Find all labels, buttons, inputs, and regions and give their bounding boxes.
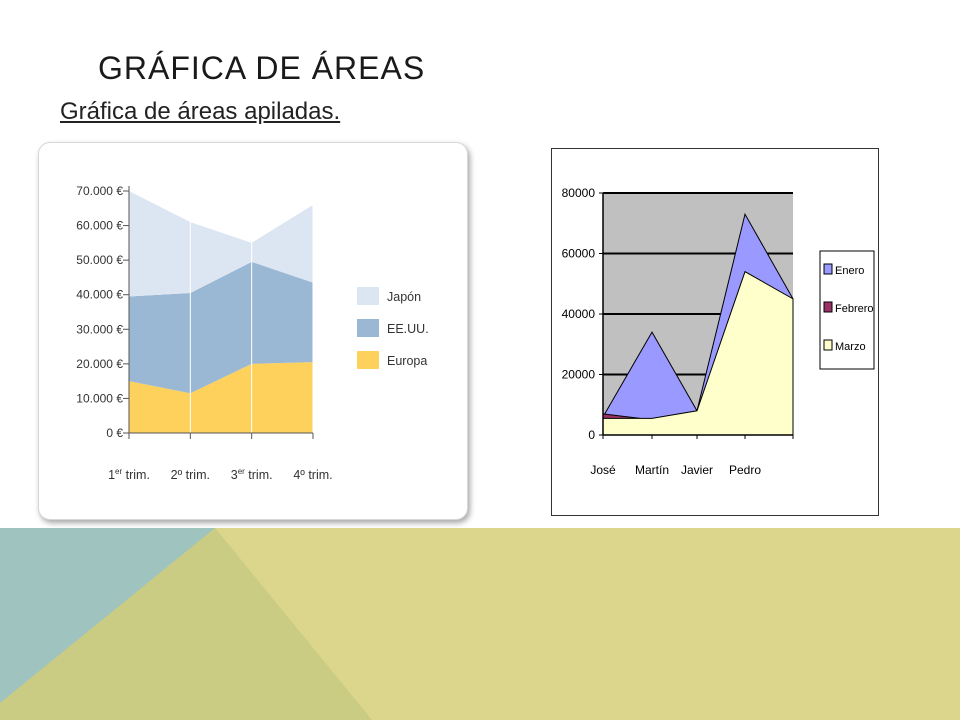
legend-label: Japón: [387, 290, 421, 304]
x-tick-label: Pedro: [729, 463, 761, 477]
y-tick-label: 0 €: [106, 426, 123, 440]
x-tick-label: 2º trim.: [171, 468, 210, 482]
legend-swatch: [357, 351, 379, 369]
area-series-europa: [129, 362, 313, 433]
legend-label: EE.UU.: [387, 322, 429, 336]
area-series-jap-n: [129, 191, 313, 297]
y-tick-label: 20000: [562, 368, 596, 382]
deco-teal-triangle: [0, 528, 215, 703]
x-tick-label: 4º trim.: [293, 468, 332, 482]
x-tick-label: 3er trim.: [231, 467, 273, 482]
legend-swatch: [823, 263, 833, 275]
x-tick-label: 1er trim.: [108, 467, 150, 482]
y-tick-label: 40000: [562, 307, 596, 321]
x-tick-label: Martín: [635, 463, 669, 477]
legend-swatch: [357, 319, 379, 337]
y-tick-label: 60000: [562, 247, 596, 261]
area-series-ee-uu-: [129, 261, 313, 394]
slide-subtitle: Gráfica de áreas apiladas.: [60, 98, 341, 125]
legend-label: Febrero: [835, 303, 874, 315]
area-chart: 0 20000 40000 60000 80000 José Martín Javier Ped…: [562, 186, 875, 477]
legend-label: Enero: [835, 265, 864, 277]
area-chart-panel: 0 20000 40000 60000 80000 José Martín Javier Ped…: [551, 148, 879, 516]
x-tick-label: Javier: [681, 463, 713, 477]
y-tick-label: 50.000 €: [76, 253, 123, 267]
decorative-background-shapes: [0, 528, 960, 720]
legend-label: Europa: [387, 354, 427, 368]
y-tick-label: 70.000 €: [76, 184, 123, 198]
y-tick-label: 40.000 €: [76, 288, 123, 302]
y-tick-label: 10.000 €: [76, 391, 123, 405]
y-tick-label: 80000: [562, 186, 596, 200]
legend-label: Marzo: [835, 341, 866, 353]
legend-swatch: [823, 301, 833, 313]
legend-swatch: [357, 287, 379, 305]
legend-swatch: [823, 339, 833, 351]
stacked-area-chart: 0 € 10.000 € 20.000 € 30.000 € 40.000 € 50.00…: [76, 181, 429, 482]
y-tick-label: 60.000 €: [76, 219, 123, 233]
stacked-area-chart-panel: 0 € 10.000 € 20.000 € 30.000 € 40.000 € 50.00…: [38, 142, 468, 520]
y-tick-label: 30.000 €: [76, 322, 123, 336]
slide-title: GRÁFICA DE ÁREAS: [98, 50, 426, 86]
y-tick-label: 20.000 €: [76, 357, 123, 371]
y-tick-label: 0: [588, 428, 595, 442]
x-tick-label: José: [590, 463, 616, 477]
